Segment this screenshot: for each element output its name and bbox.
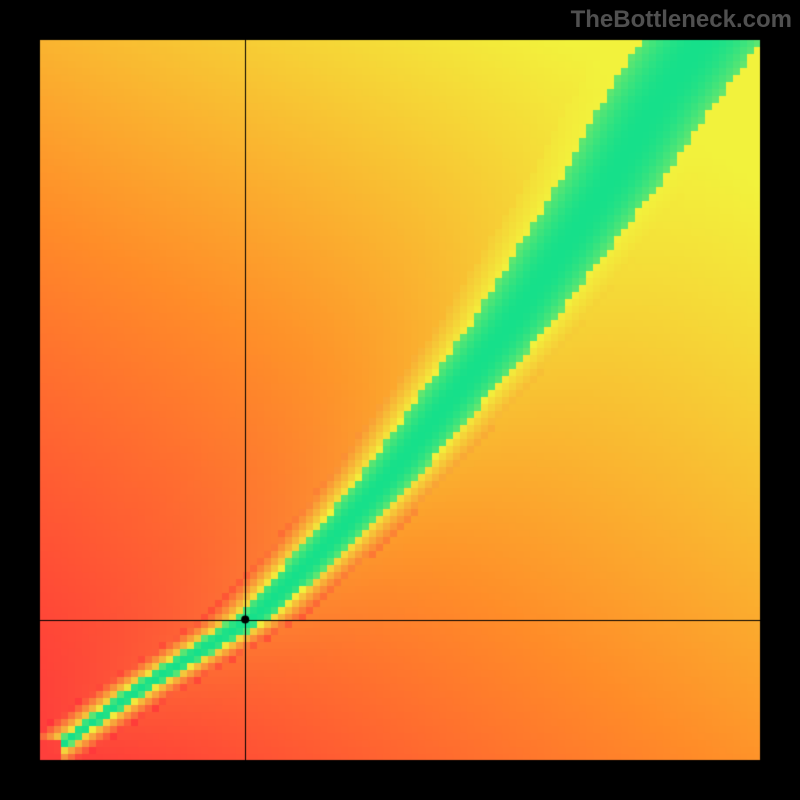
chart-container: TheBottleneck.com bbox=[0, 0, 800, 800]
watermark-text: TheBottleneck.com bbox=[571, 6, 792, 34]
bottleneck-heatmap-canvas bbox=[0, 0, 800, 800]
